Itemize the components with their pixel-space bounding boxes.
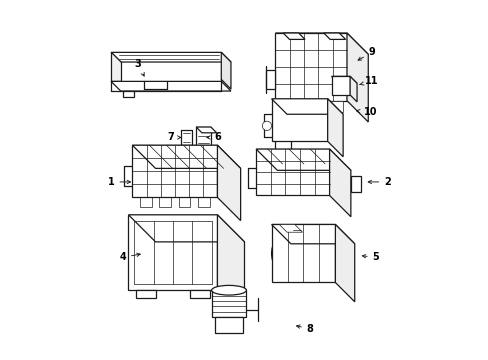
Polygon shape: [128, 215, 217, 290]
Polygon shape: [271, 225, 354, 244]
Bar: [232, 321, 242, 331]
Polygon shape: [111, 81, 230, 91]
Polygon shape: [132, 145, 217, 197]
Polygon shape: [331, 76, 349, 95]
Polygon shape: [283, 33, 305, 39]
Polygon shape: [256, 149, 329, 195]
Bar: [138, 253, 155, 275]
Circle shape: [262, 121, 271, 130]
Polygon shape: [271, 99, 327, 141]
Polygon shape: [221, 52, 230, 89]
Polygon shape: [132, 145, 240, 168]
Text: 1: 1: [107, 177, 130, 187]
Polygon shape: [271, 99, 343, 114]
Bar: [217, 321, 226, 331]
Bar: [277, 109, 321, 120]
Ellipse shape: [211, 285, 246, 295]
Polygon shape: [275, 33, 346, 101]
Bar: [277, 125, 321, 135]
Polygon shape: [190, 290, 209, 298]
Polygon shape: [275, 33, 367, 54]
Bar: [198, 197, 209, 207]
Polygon shape: [327, 99, 343, 157]
Bar: [140, 197, 151, 207]
Polygon shape: [256, 149, 350, 170]
Polygon shape: [279, 225, 302, 232]
Polygon shape: [304, 101, 321, 112]
Text: 5: 5: [362, 252, 379, 262]
Polygon shape: [111, 52, 230, 62]
Polygon shape: [136, 290, 155, 298]
Polygon shape: [346, 33, 367, 122]
Bar: [159, 197, 171, 207]
Polygon shape: [323, 33, 345, 39]
Text: 6: 6: [206, 132, 221, 143]
Polygon shape: [217, 215, 244, 317]
Polygon shape: [196, 127, 216, 133]
Text: 8: 8: [296, 324, 313, 334]
Text: 11: 11: [359, 76, 378, 86]
Polygon shape: [271, 225, 335, 283]
Text: 2: 2: [367, 177, 390, 187]
Polygon shape: [217, 145, 240, 221]
Polygon shape: [329, 149, 350, 217]
Bar: [179, 197, 190, 207]
Polygon shape: [335, 225, 354, 302]
Polygon shape: [111, 52, 121, 81]
Polygon shape: [128, 215, 244, 242]
Polygon shape: [350, 176, 360, 192]
Polygon shape: [215, 317, 242, 333]
Polygon shape: [211, 290, 246, 317]
Polygon shape: [196, 127, 210, 147]
Text: 4: 4: [119, 252, 140, 262]
Polygon shape: [325, 101, 343, 112]
Polygon shape: [265, 70, 275, 89]
Text: 10: 10: [356, 107, 376, 117]
Text: 7: 7: [167, 132, 181, 143]
Text: 9: 9: [357, 48, 375, 60]
Polygon shape: [122, 91, 134, 97]
Polygon shape: [331, 76, 356, 83]
Polygon shape: [349, 76, 356, 102]
Polygon shape: [283, 101, 300, 112]
Text: 3: 3: [135, 59, 144, 76]
